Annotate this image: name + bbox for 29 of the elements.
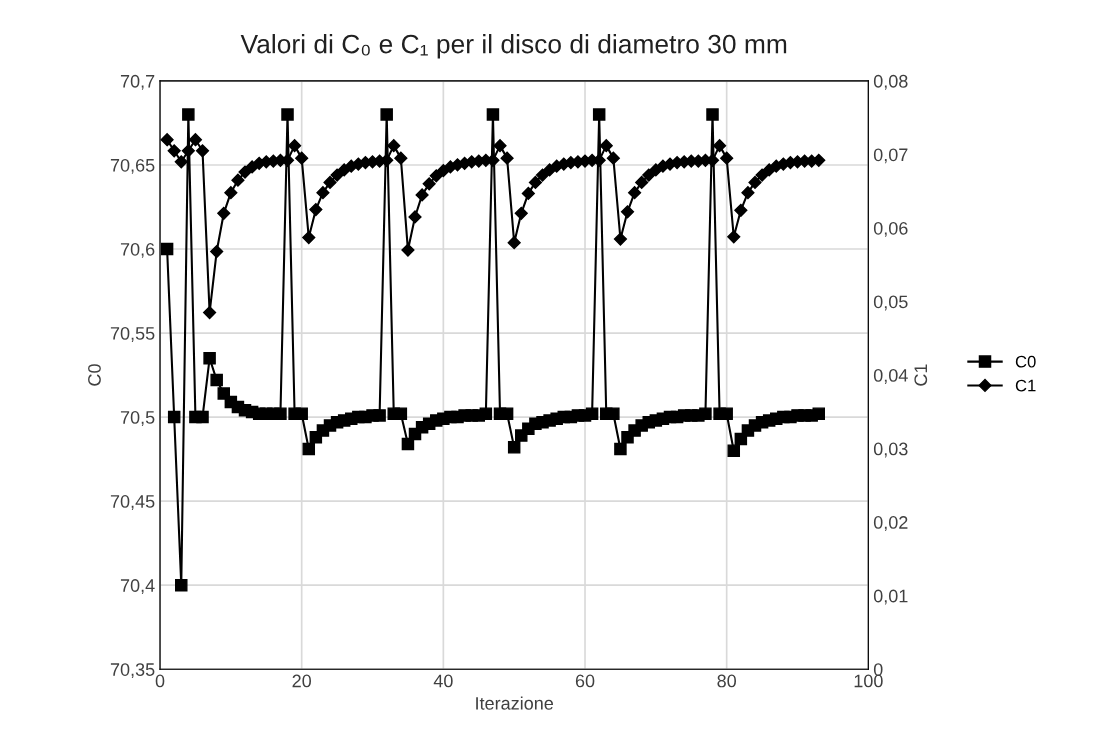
y2-tick-label: 0,01 xyxy=(873,589,908,605)
y2-tick-label: 0,04 xyxy=(873,369,908,384)
y-tick-label: 70,65 xyxy=(110,158,155,174)
y2-axis-title: C1 xyxy=(914,364,928,386)
y2-tick-label: 0,08 xyxy=(873,74,908,90)
y2-tick-label: 0,06 xyxy=(873,221,908,237)
y-tick-label: 70,4 xyxy=(120,579,155,595)
y2-tick-label: 0 xyxy=(873,663,883,676)
y-tick-label: 70,45 xyxy=(110,495,155,510)
chart-title: Valori di C₀ e C₁ per il disco di diametro 30 mm xyxy=(240,34,787,59)
y2-tick-label: 0,02 xyxy=(873,516,908,531)
y-tick-label: 70,35 xyxy=(110,663,155,679)
y-axis-title: C0 xyxy=(88,364,101,386)
y-tick-label: 70,55 xyxy=(110,326,155,342)
x-tick-label: 80 xyxy=(717,674,737,688)
x-tick-label: 20 xyxy=(292,674,312,688)
y2-tick-label: 0,05 xyxy=(873,295,908,311)
x-tick-label: 100 xyxy=(854,674,883,688)
x-tick-label: 40 xyxy=(433,674,453,688)
x-axis-title: Iterazione xyxy=(476,696,554,710)
x-tick-label: 0 xyxy=(155,674,165,688)
legend-label: C1 xyxy=(1015,379,1036,392)
y2-tick-label: 0,07 xyxy=(873,148,908,164)
y-tick-label: 70,7 xyxy=(120,74,155,90)
y-tick-label: 70,5 xyxy=(120,411,155,426)
x-tick-label: 60 xyxy=(575,674,595,688)
legend-label: C0 xyxy=(1015,355,1036,368)
y-tick-label: 70,6 xyxy=(120,242,155,258)
y2-tick-label: 0,03 xyxy=(873,442,908,458)
